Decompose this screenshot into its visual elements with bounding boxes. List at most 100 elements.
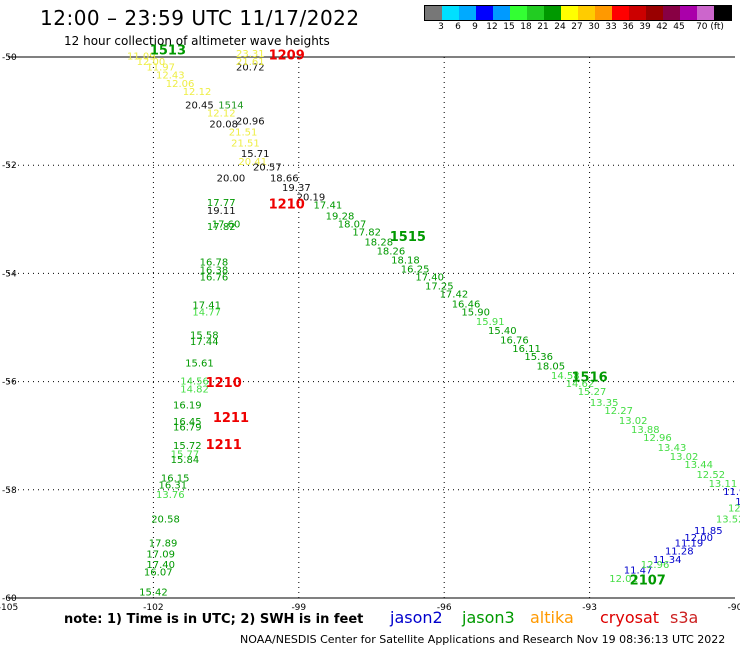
wave-height-label: 11.09	[127, 52, 156, 63]
color-scale-label: 30	[588, 22, 600, 32]
x-tick-label: -90	[728, 603, 740, 613]
color-scale-bar	[424, 5, 732, 21]
pass-number-label: 2107	[630, 573, 666, 588]
legend-item-s3a: s3a	[670, 608, 699, 627]
wave-height-label: 17.40	[415, 272, 444, 283]
color-scale-label: 21	[537, 22, 549, 32]
color-swatch	[459, 6, 476, 20]
pass-number-label: 1210	[206, 376, 242, 391]
wave-height-label: 12.12	[183, 87, 212, 98]
wave-height-label: 16.11	[512, 344, 541, 355]
wave-height-label: 20.96	[236, 117, 265, 128]
wave-height-label: 12.52	[696, 470, 725, 481]
wave-height-label: 16.76	[200, 272, 229, 283]
color-swatch	[646, 6, 663, 20]
color-scale-label: 42	[656, 22, 668, 32]
wave-height-label: 15.58	[190, 330, 219, 341]
wave-height-label: 20.08	[209, 119, 238, 130]
wave-height-label: 11.63	[735, 497, 740, 508]
color-scale-label: 6	[455, 22, 461, 32]
wave-height-label: 17.09	[146, 549, 175, 560]
color-swatch	[476, 6, 493, 20]
x-tick-label: -99	[291, 603, 306, 613]
wave-height-label: 14.58	[551, 371, 580, 382]
wave-height-label: 16.45	[173, 417, 202, 428]
wave-height-label: 17.44	[190, 337, 219, 348]
wave-height-label: 16.38	[200, 265, 229, 276]
wave-height-label: 18.07	[338, 219, 367, 230]
wave-height-label: 11.34	[653, 555, 682, 566]
legend-item-jason3: jason3	[462, 608, 515, 627]
wave-height-label: 21.51	[229, 127, 258, 138]
wave-height-label: 20.00	[217, 173, 246, 184]
y-tick-label: -58	[2, 486, 17, 496]
color-swatch	[629, 6, 646, 20]
wave-height-label: 18.66	[270, 173, 299, 184]
color-scale-label: 27	[571, 22, 583, 32]
wave-height-label: 20.58	[151, 514, 180, 525]
color-scale-label: 12	[486, 22, 498, 32]
color-swatch	[697, 6, 714, 20]
color-scale-label: 9	[472, 22, 478, 32]
wave-height-label: 11.19	[675, 539, 704, 550]
wave-height-label: 12.43	[156, 71, 185, 82]
wave-height-label: 15.91	[476, 317, 505, 328]
color-swatch	[425, 6, 442, 20]
wave-height-label: 15.71	[241, 149, 270, 160]
wave-height-label: 21.61	[236, 57, 265, 68]
wave-height-label: 16.19	[173, 401, 202, 412]
wave-height-label: 15.42	[139, 587, 168, 598]
wave-height-label: 17.77	[207, 198, 236, 209]
wave-height-label: 17.82	[352, 228, 381, 239]
wave-height-label: 17.40	[146, 560, 175, 571]
wave-height-label: 13.02	[670, 452, 699, 463]
wave-height-label: 14.62	[566, 379, 595, 390]
wave-height-label: 19.28	[326, 211, 355, 222]
x-tick-label: -105	[0, 603, 18, 613]
wave-height-label: 14.56	[180, 376, 209, 387]
wave-height-label: 17.41	[192, 301, 221, 312]
color-scale-label: 33	[605, 22, 617, 32]
wave-height-label: 16.78	[200, 257, 229, 268]
wave-height-label: 18.26	[377, 246, 406, 257]
wave-height-label: 16.46	[452, 299, 481, 310]
legend-item-jason2: jason2	[390, 608, 443, 627]
wave-height-label: 13.35	[590, 398, 619, 409]
wave-height-label: 16.07	[144, 567, 173, 578]
y-tick-label: -50	[2, 53, 17, 63]
legend-item-cryosat: cryosat	[600, 608, 660, 627]
wave-height-label: 12.00	[137, 57, 166, 68]
color-scale-label: 36	[622, 22, 634, 32]
wave-height-label: 15.40	[488, 326, 517, 337]
wave-height-label: 16.31	[158, 481, 187, 492]
color-scale-label: 24	[554, 22, 566, 32]
wave-height-label: 21.51	[231, 138, 260, 149]
wave-height-label: 11.85	[694, 526, 723, 537]
wave-height-label: 13.02	[619, 416, 648, 427]
color-scale-label: 39	[639, 22, 651, 32]
wave-height-label: 13.88	[631, 425, 660, 436]
wave-height-label: 12.12	[207, 109, 236, 120]
wave-height-label: 16.25	[401, 264, 430, 275]
color-swatch	[595, 6, 612, 20]
wave-height-label: 13.44	[684, 460, 713, 471]
pass-number-label: 1211	[213, 411, 249, 426]
x-tick-label: -96	[437, 603, 452, 613]
wave-height-label: 13.11	[709, 479, 738, 490]
color-scale-label: 18	[520, 22, 532, 32]
wave-height-label: 12.06	[166, 79, 195, 90]
pass-number-label: 1516	[572, 371, 608, 386]
color-swatch	[663, 6, 680, 20]
wave-height-label: 16.76	[500, 336, 529, 347]
pass-number-label: 1211	[206, 438, 242, 453]
wave-height-label: 12.96	[643, 433, 672, 444]
wave-height-label: 17.41	[314, 200, 343, 211]
color-swatch	[442, 6, 459, 20]
color-swatch	[544, 6, 561, 20]
page-subtitle: 12 hour collection of altimeter wave hei…	[64, 34, 330, 48]
wave-height-label: 11.97	[723, 487, 740, 498]
y-tick-label: -56	[2, 378, 17, 388]
wave-height-label: 17.89	[149, 539, 178, 550]
color-swatch	[527, 6, 544, 20]
